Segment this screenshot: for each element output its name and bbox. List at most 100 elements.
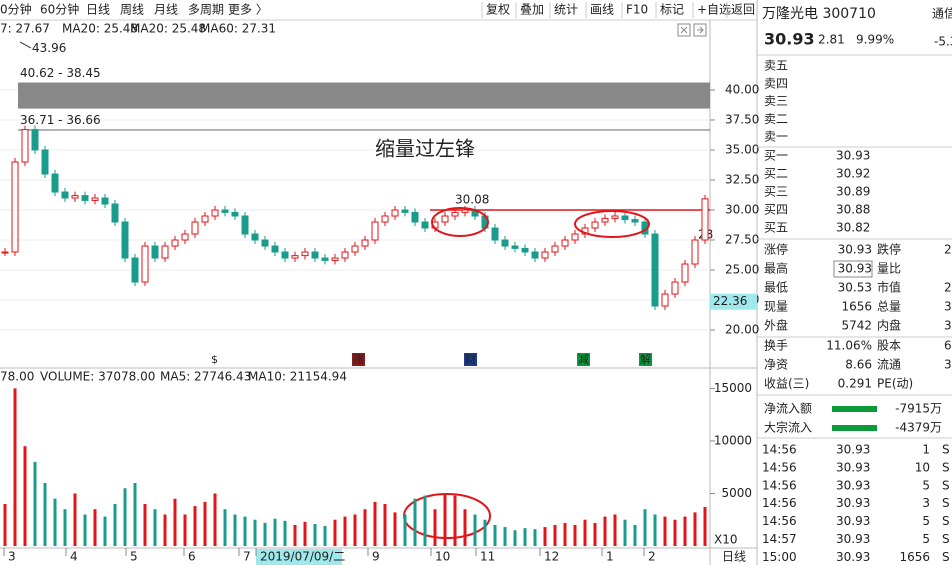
volume-bar <box>503 527 507 546</box>
period-tab[interactable]: 月线 <box>154 3 178 17</box>
candle-body <box>391 209 399 217</box>
bid-price: 30.92 <box>836 167 870 181</box>
volume-bar <box>653 514 657 546</box>
x-tick-label: 2019/07/09/二 <box>260 550 345 564</box>
stock-name: 万隆光电 300710 <box>762 6 876 22</box>
price-band <box>18 129 710 131</box>
candle-body <box>491 227 499 241</box>
volume-bar <box>343 516 347 546</box>
volume-bar <box>13 388 17 546</box>
candle-body <box>1 251 9 254</box>
stat-value: 11.06% <box>826 339 872 353</box>
x-tick-label: 11 <box>480 550 495 564</box>
candle-body <box>591 221 599 229</box>
candle-body <box>161 245 169 259</box>
period-tab[interactable]: 60分钟 <box>40 2 79 17</box>
candle-body <box>61 191 69 199</box>
toolbar-button[interactable]: 统计 <box>554 3 578 17</box>
y-tick-label: 10000 <box>714 433 752 447</box>
trade-price: 30.93 <box>836 514 870 528</box>
candle-body <box>121 221 129 259</box>
trade-time: 14:56 <box>762 443 797 457</box>
candle-body <box>251 233 259 241</box>
y-tick-label: 20.00 <box>725 323 759 337</box>
candle-body <box>41 149 49 175</box>
bid-price: 30.93 <box>836 149 870 163</box>
bid-label: 买三 <box>764 185 788 199</box>
period-tab[interactable]: 日线 <box>86 3 110 17</box>
event-marker: 财 <box>465 352 476 366</box>
trade-side: S <box>942 496 950 510</box>
period-tab[interactable]: 更多 〉 <box>228 3 268 17</box>
candle-body <box>341 251 349 259</box>
stat-value: 33 <box>944 358 952 372</box>
candle-body <box>421 221 429 229</box>
stat-label: 股本 <box>877 339 901 353</box>
price-band <box>18 82 710 109</box>
toolbar-button[interactable]: 复权 <box>486 3 510 17</box>
volume-legend: 78.00 <box>0 370 34 384</box>
bid-label: 买一 <box>764 149 788 163</box>
sector: 通信 <box>932 7 952 21</box>
trade-volume: 5 <box>922 514 930 528</box>
period-tab[interactable]: 多周期 <box>188 3 224 17</box>
volume-bar <box>33 461 37 546</box>
y-tick-label: 25.00 <box>725 263 759 277</box>
candle-body <box>271 245 279 253</box>
stat-value: 30.93 <box>838 262 872 276</box>
toolbar-button[interactable]: 画线 <box>590 3 614 17</box>
candle-body <box>541 251 549 259</box>
candle-body <box>261 239 269 247</box>
period-tab[interactable]: 0分钟 <box>0 2 32 17</box>
flow-label: 净流入额 <box>764 402 812 416</box>
volume-bar <box>473 514 477 546</box>
volume-bar <box>253 519 257 546</box>
ask-label: 卖三 <box>764 94 788 108</box>
volume-bar <box>413 498 417 546</box>
toolbar-button[interactable]: +自选 <box>697 3 731 17</box>
volume-bar <box>633 524 637 546</box>
x-tick-label: 12 <box>544 550 559 564</box>
trade-volume: 10 <box>915 460 930 474</box>
trade-volume: 5 <box>922 478 930 492</box>
volume-bar <box>373 501 377 546</box>
trade-price: 30.93 <box>836 496 870 510</box>
trade-price: 30.93 <box>836 478 870 492</box>
candle-body <box>171 239 179 247</box>
candle-body <box>441 215 449 223</box>
candle-body <box>611 215 619 219</box>
volume-bar <box>693 512 697 546</box>
candle-body <box>291 255 299 259</box>
candle-body <box>231 211 239 217</box>
toolbar-button[interactable]: 叠加 <box>520 3 544 17</box>
volume-bar <box>233 514 237 546</box>
volume-bar <box>143 503 147 546</box>
volume-bar <box>183 514 187 546</box>
volume-bar <box>353 514 357 546</box>
high-box <box>833 260 873 278</box>
candle-body <box>51 173 59 193</box>
x-tick-label: 6 <box>188 550 196 564</box>
stat-value: 5742 <box>841 319 872 333</box>
volume-bar <box>603 516 607 546</box>
price-annotation: 30.08 <box>455 193 489 207</box>
toolbar-button[interactable]: F10 <box>626 3 648 17</box>
toolbar-button[interactable]: 标记 <box>660 3 684 17</box>
legend-item: MA20: 25.48 <box>130 22 206 36</box>
y-tick-label: 32.50 <box>725 172 759 186</box>
volume-bar <box>283 520 287 546</box>
stat-value: 8.66 <box>845 358 872 372</box>
period-tab[interactable]: 周线 <box>120 3 144 17</box>
candle-body <box>281 251 289 259</box>
volume-bar <box>683 516 687 546</box>
volume-legend: VOLUME: 37078.00 <box>40 370 155 384</box>
bid-label: 买五 <box>764 221 788 235</box>
candle-body <box>671 281 679 295</box>
toolbar-button[interactable]: 返回 <box>731 3 755 17</box>
candle-body <box>311 251 319 259</box>
candle-body <box>701 198 709 241</box>
bid-price: 30.82 <box>836 221 870 235</box>
trade-volume: 5 <box>922 532 930 546</box>
stat-label: 量比 <box>877 262 901 276</box>
y-tick-label: 40.00 <box>725 82 759 96</box>
